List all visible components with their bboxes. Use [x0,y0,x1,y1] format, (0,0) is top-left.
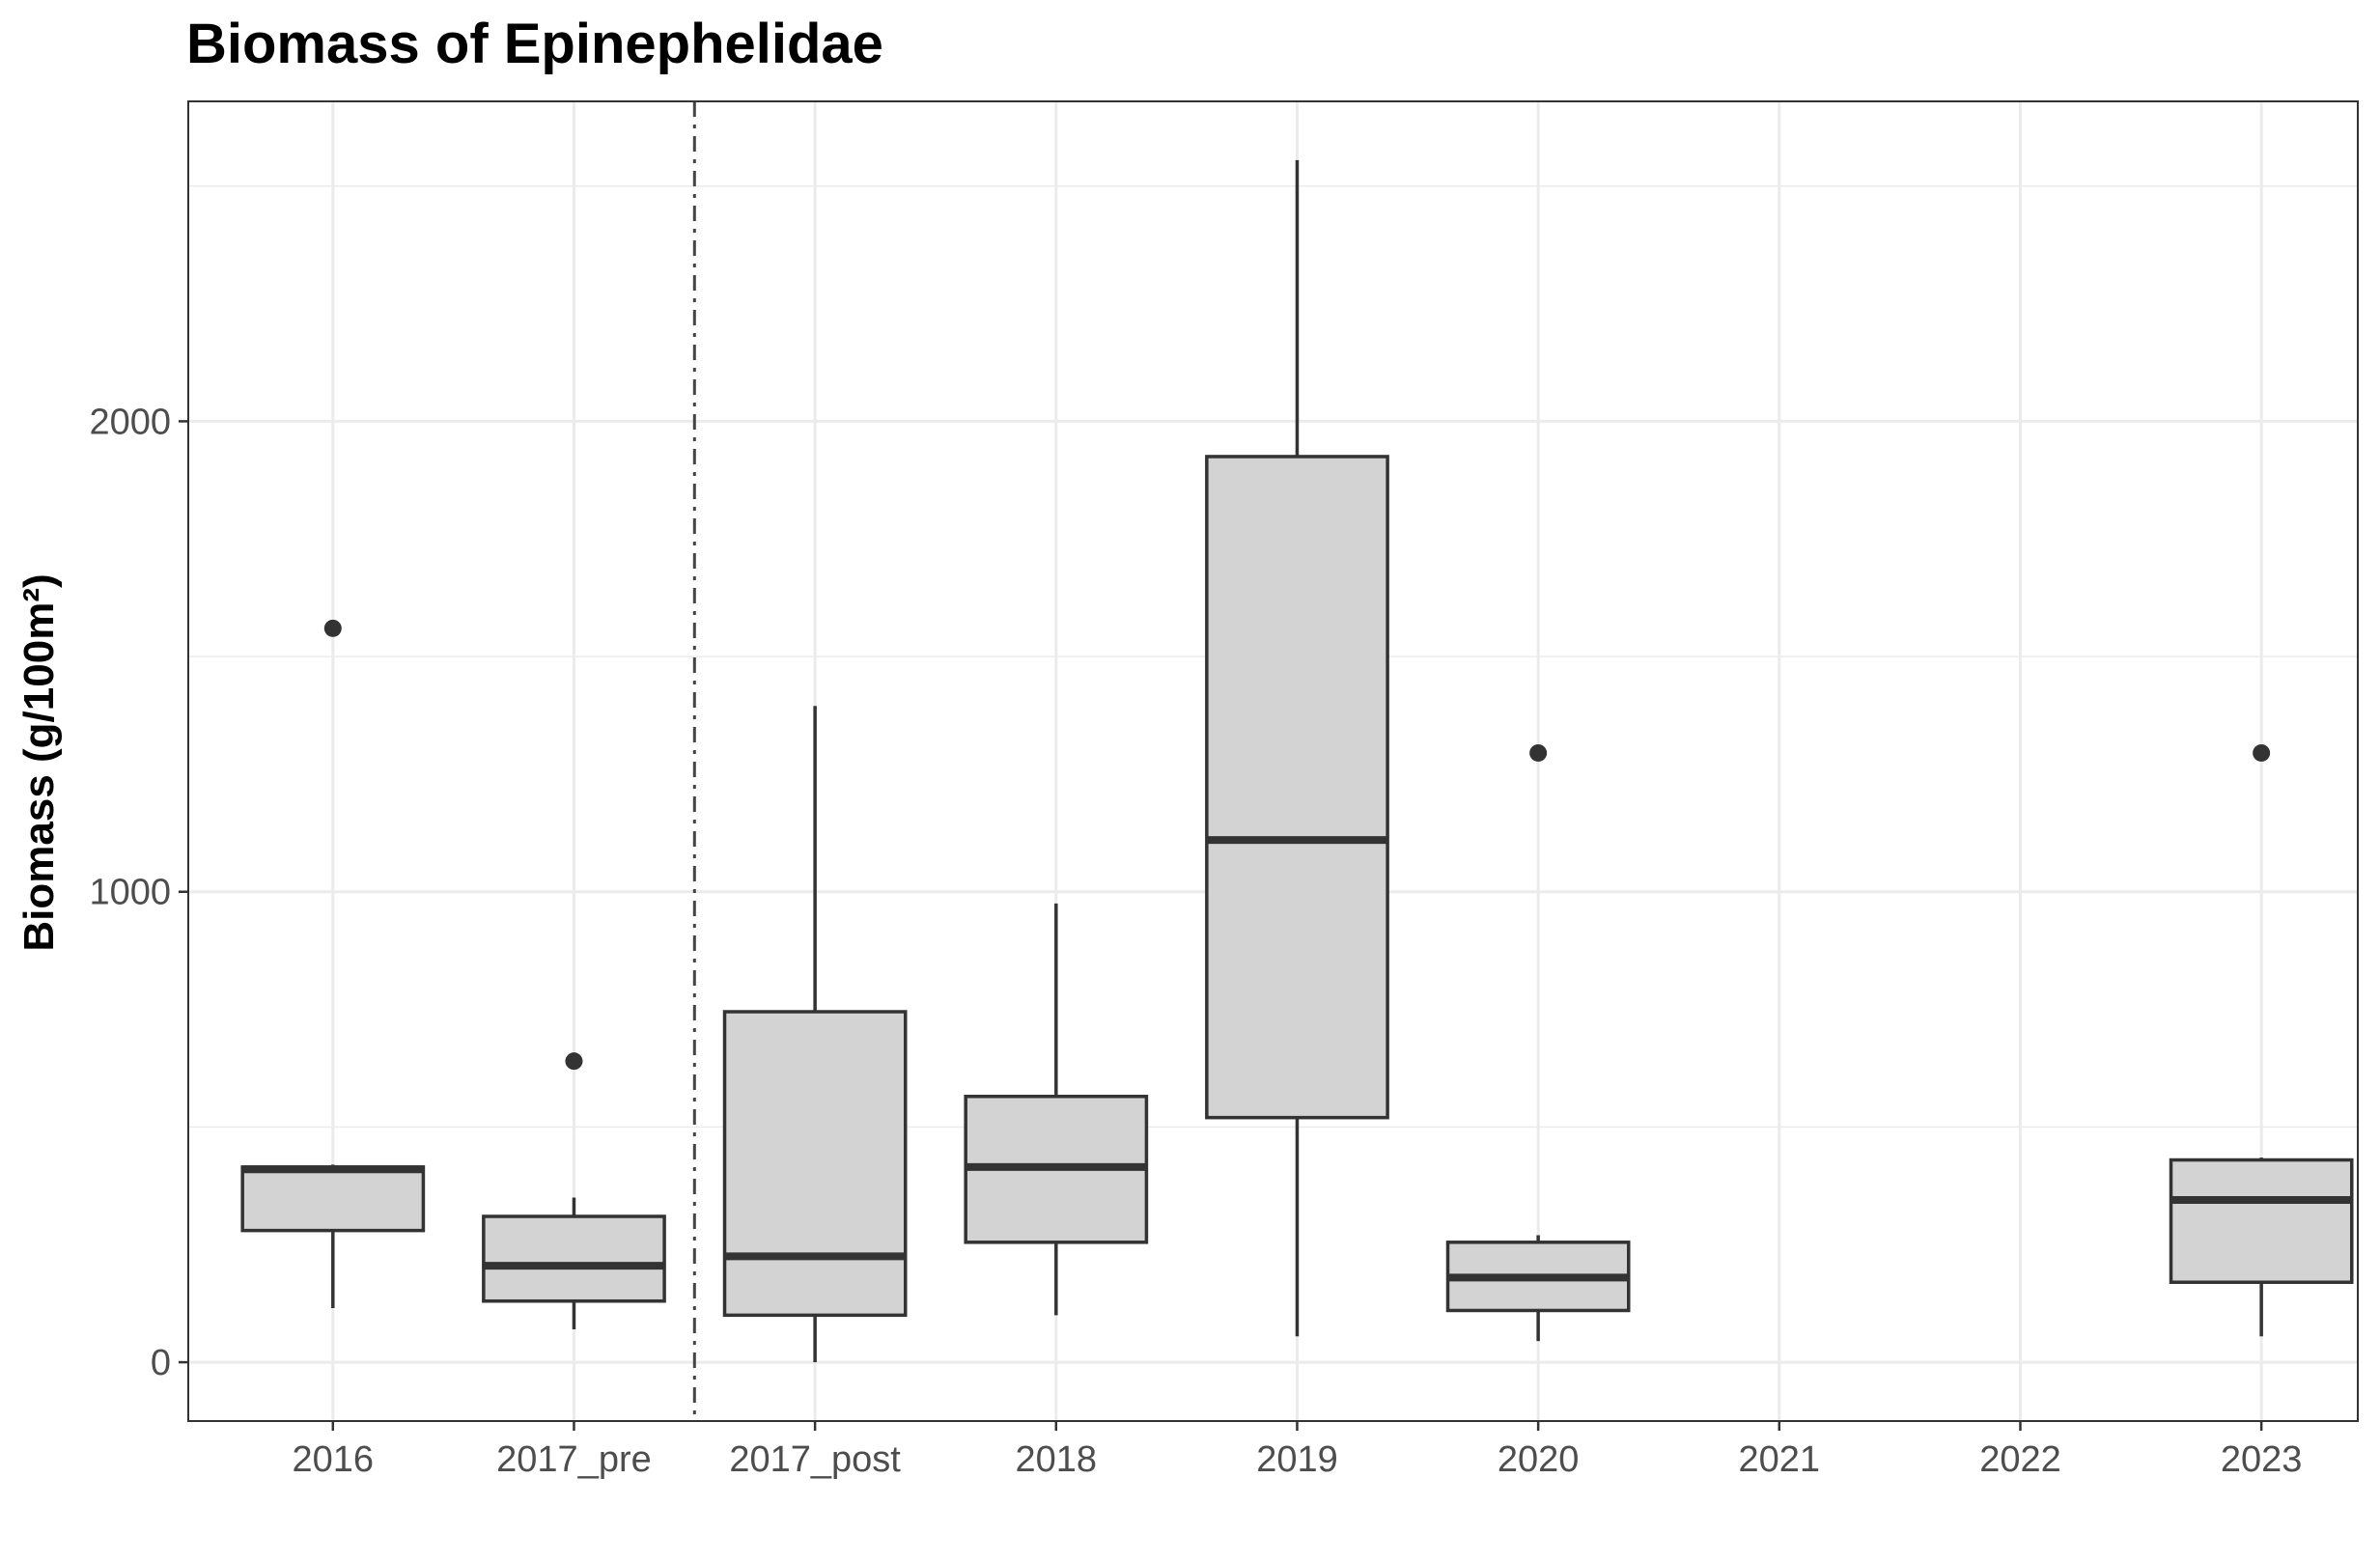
y-tick-label: 2000 [89,402,171,442]
boxes [240,159,2354,1363]
box-2017_pre [482,1052,666,1329]
box-2020 [1445,743,1631,1342]
x-axis-ticks: 2016 2017_pre 2017_post 2018 2019 2020 2021 202… [293,1421,2303,1480]
box-iqr [722,1010,908,1318]
box-2017_post [722,706,908,1363]
box-2019 [1205,159,1389,1337]
outlier-point [1529,743,1548,762]
y-axis-ticks: 0 1000 2000 [89,402,188,1383]
box-2016 [240,619,426,1309]
y-tick-label: 1000 [89,873,171,913]
chart-title: Biomass of Epinephelidae [186,13,883,75]
outlier-point [323,619,342,637]
box-2023 [2169,743,2354,1337]
y-tick-label: 0 [151,1343,171,1383]
box-iqr [2169,1158,2354,1284]
x-tick-label: 2022 [1979,1439,2061,1480]
box-iqr [1205,455,1389,1120]
x-tick-label: 2021 [1739,1439,1821,1480]
x-tick-label: 2017_pre [496,1439,652,1480]
x-tick-label: 2018 [1016,1439,1098,1480]
box-2018 [964,903,1149,1316]
outlier-point [565,1052,583,1071]
x-tick-label: 2016 [293,1439,375,1480]
x-tick-label: 2017_post [729,1439,901,1480]
box-iqr [482,1214,666,1303]
outlier-point [2253,743,2271,762]
x-tick-label: 2019 [1256,1439,1338,1480]
x-tick-label: 2020 [1498,1439,1580,1480]
x-tick-label: 2023 [2221,1439,2303,1480]
y-axis-title: Biomass (g/100m²) [15,573,63,951]
box-iqr [240,1165,426,1233]
panel-border [187,100,2359,1422]
